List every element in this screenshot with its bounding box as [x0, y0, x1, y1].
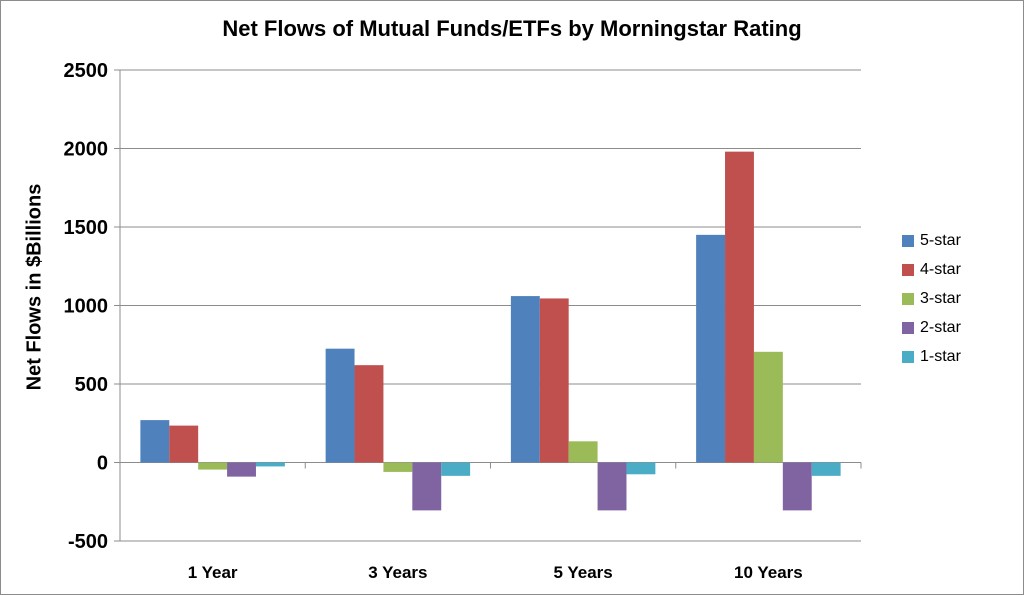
y-tick-label: 1000: [64, 296, 109, 318]
legend-label: 5-star: [920, 231, 961, 249]
bar-5-star-10-years: [696, 234, 726, 463]
legend-label: 3-star: [920, 289, 961, 307]
bar-4-star-5-years: [539, 298, 569, 463]
bar-3-star-1-year: [198, 462, 228, 470]
chart-title: Net Flows of Mutual Funds/ETFs by Mornin…: [222, 16, 802, 41]
legend-label: 4-star: [920, 260, 961, 278]
bar-2-star-10-years: [782, 462, 812, 511]
x-tick-label: 10 Years: [734, 563, 803, 582]
bar-5-star-3-years: [325, 348, 355, 463]
legend-swatch: [902, 292, 914, 305]
bar-3-star-3-years: [383, 462, 413, 472]
bar-5-star-5-years: [510, 296, 540, 463]
y-tick-label: 2000: [64, 139, 109, 161]
legend-label: 1-star: [920, 347, 961, 365]
y-tick-label: 0: [97, 453, 108, 475]
y-tick-label: -500: [68, 531, 108, 553]
legend-item: 3-star: [902, 284, 961, 313]
bar-3-star-10-years: [753, 351, 783, 463]
y-tick-label: 2500: [64, 60, 109, 82]
bar-4-star-10-years: [725, 151, 754, 463]
legend-swatch: [902, 263, 914, 276]
bar-4-star-1-year: [169, 425, 199, 463]
bar-5-star-1-year: [140, 420, 170, 463]
bar-3-star-5-years: [568, 441, 598, 463]
y-tick-label: 500: [75, 374, 108, 396]
bar-4-star-3-years: [354, 365, 384, 463]
x-tick-label: 1 Year: [188, 563, 238, 582]
legend-label: 2-star: [920, 318, 961, 336]
chart-legend: 5-star 4-star 3-star 2-star 1-star: [902, 226, 961, 371]
bar-2-star-1-year: [227, 462, 256, 477]
legend-swatch: [902, 321, 914, 334]
bar-2-star-3-years: [412, 462, 442, 511]
x-tick-label: 3 Years: [368, 563, 427, 582]
y-tick-label: 1500: [64, 217, 109, 239]
x-tick-label: 5 Years: [553, 563, 612, 582]
legend-swatch: [902, 234, 914, 247]
bar-1-star-3-years: [441, 462, 471, 476]
legend-item: 5-star: [902, 226, 961, 255]
legend-item: 1-star: [902, 342, 961, 371]
legend-item: 4-star: [902, 255, 961, 284]
bar-1-star-10-years: [811, 462, 841, 476]
bar-1-star-5-years: [626, 462, 656, 475]
bar-2-star-5-years: [597, 462, 627, 511]
legend-swatch: [902, 350, 914, 363]
legend-item: 2-star: [902, 313, 961, 342]
bar-1-star-1-year: [255, 462, 285, 467]
